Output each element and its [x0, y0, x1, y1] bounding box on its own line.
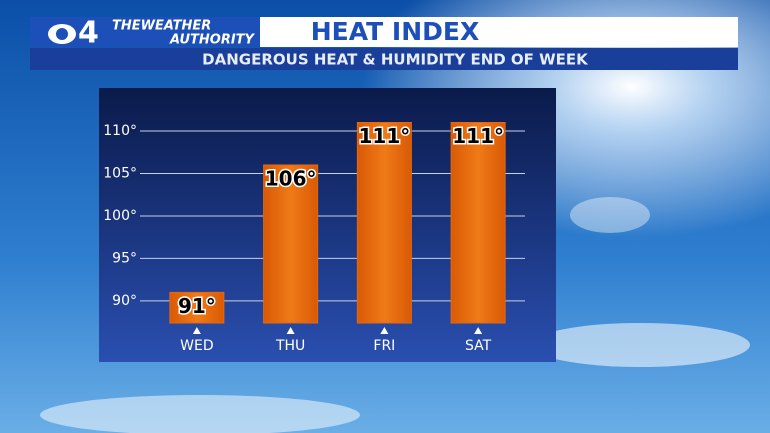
logo-line: THEWEATHER	[112, 19, 211, 34]
y-tick-label: 100°	[103, 208, 137, 224]
logo-number: 4	[78, 16, 99, 51]
cloud	[570, 197, 650, 233]
bar	[169, 291, 225, 324]
chart-title: HEAT INDEX	[311, 17, 480, 46]
chart-subtitle: DANGEROUS HEAT & HUMIDITY END OF WEEK	[202, 51, 589, 69]
subtitle-bar	[30, 48, 738, 70]
tick-triangle	[474, 327, 483, 334]
x-tick-label: THU	[275, 338, 305, 354]
logo-line: AUTHORITY	[169, 33, 256, 48]
value-label: 91°	[178, 294, 216, 318]
tick-triangle	[380, 327, 389, 334]
bar	[356, 121, 412, 324]
bar	[450, 121, 506, 324]
tick-triangle	[286, 327, 295, 334]
y-tick-label: 110°	[103, 123, 137, 139]
cloud	[530, 323, 750, 367]
value-label: 111°	[359, 124, 411, 148]
value-label: 111°	[452, 124, 504, 148]
y-tick-label: 95°	[112, 250, 137, 266]
x-tick-label: SAT	[465, 338, 492, 354]
cbs-pupil	[56, 28, 68, 40]
tick-triangle	[192, 327, 201, 334]
value-label: 106°	[265, 166, 317, 190]
y-tick-label: 90°	[112, 293, 137, 309]
x-tick-label: WED	[180, 338, 213, 354]
cloud	[40, 395, 360, 433]
bar	[263, 164, 319, 324]
y-tick-label: 105°	[103, 165, 137, 181]
x-tick-label: FRI	[373, 338, 395, 354]
